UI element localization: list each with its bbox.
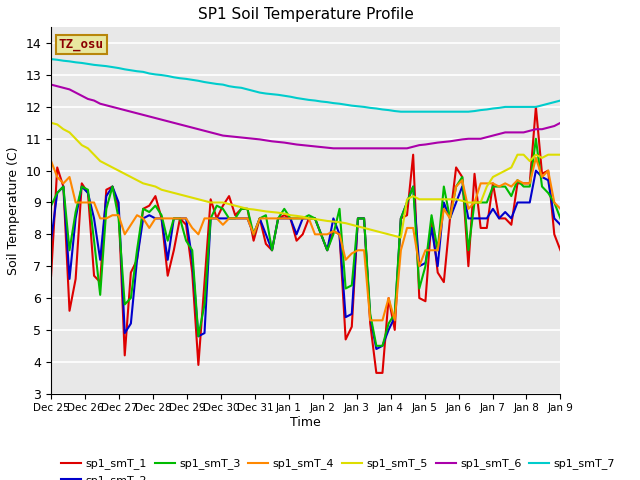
sp1_smT_3 [47, 203, 55, 208]
sp1_smT_7 [275, 92, 282, 98]
Legend: sp1_smT_1, sp1_smT_2, sp1_smT_3, sp1_smT_4, sp1_smT_5, sp1_smT_6, sp1_smT_7: sp1_smT_1, sp1_smT_2, sp1_smT_3, sp1_smT… [57, 454, 620, 480]
sp1_smT_3 [53, 190, 61, 196]
sp1_smT_3 [532, 136, 540, 142]
sp1_smT_5 [299, 214, 307, 220]
Line: sp1_smT_1: sp1_smT_1 [51, 107, 561, 373]
Line: sp1_smT_4: sp1_smT_4 [51, 158, 561, 320]
sp1_smT_1 [372, 370, 380, 376]
sp1_smT_5 [465, 200, 472, 205]
sp1_smT_1 [53, 165, 61, 170]
sp1_smT_2 [47, 238, 55, 243]
sp1_smT_4 [366, 317, 374, 323]
sp1_smT_7 [299, 96, 307, 102]
sp1_smT_6 [275, 139, 282, 145]
Line: sp1_smT_5: sp1_smT_5 [51, 123, 561, 238]
sp1_smT_7 [440, 109, 447, 115]
sp1_smT_2 [557, 222, 564, 228]
Line: sp1_smT_7: sp1_smT_7 [51, 59, 561, 112]
sp1_smT_6 [465, 136, 472, 142]
sp1_smT_1 [440, 279, 447, 285]
sp1_smT_7 [397, 109, 404, 115]
sp1_smT_7 [557, 97, 564, 103]
sp1_smT_2 [372, 346, 380, 352]
sp1_smT_4 [299, 216, 307, 221]
sp1_smT_5 [53, 121, 61, 127]
sp1_smT_1 [299, 231, 307, 237]
Line: sp1_smT_2: sp1_smT_2 [51, 170, 561, 349]
sp1_smT_4 [532, 155, 540, 161]
sp1_smT_4 [440, 206, 447, 212]
sp1_smT_7 [53, 57, 61, 63]
sp1_smT_6 [299, 142, 307, 148]
sp1_smT_1 [557, 247, 564, 253]
sp1_smT_4 [47, 158, 55, 164]
sp1_smT_3 [275, 216, 282, 221]
sp1_smT_4 [465, 206, 472, 212]
sp1_smT_6 [47, 82, 55, 87]
sp1_smT_6 [440, 139, 447, 145]
sp1_smT_2 [53, 190, 61, 196]
sp1_smT_1 [47, 273, 55, 278]
sp1_smT_2 [275, 216, 282, 221]
sp1_smT_4 [557, 206, 564, 212]
sp1_smT_5 [440, 196, 447, 202]
sp1_smT_2 [532, 168, 540, 173]
sp1_smT_2 [465, 216, 472, 221]
sp1_smT_5 [397, 235, 404, 240]
sp1_smT_5 [47, 120, 55, 126]
sp1_smT_2 [78, 184, 86, 190]
Text: TZ_osu: TZ_osu [59, 38, 104, 51]
sp1_smT_1 [275, 216, 282, 221]
sp1_smT_5 [275, 210, 282, 216]
sp1_smT_6 [330, 145, 337, 151]
sp1_smT_3 [299, 216, 307, 221]
X-axis label: Time: Time [291, 416, 321, 429]
sp1_smT_1 [78, 180, 86, 186]
sp1_smT_4 [275, 216, 282, 221]
sp1_smT_6 [557, 120, 564, 126]
sp1_smT_1 [465, 264, 472, 269]
sp1_smT_3 [557, 216, 564, 221]
sp1_smT_4 [53, 174, 61, 180]
sp1_smT_3 [372, 343, 380, 348]
Line: sp1_smT_3: sp1_smT_3 [51, 139, 561, 346]
sp1_smT_4 [78, 200, 86, 205]
sp1_smT_6 [53, 84, 61, 89]
sp1_smT_1 [532, 104, 540, 110]
Y-axis label: Soil Temperature (C): Soil Temperature (C) [7, 146, 20, 275]
sp1_smT_2 [440, 200, 447, 205]
sp1_smT_3 [78, 184, 86, 190]
sp1_smT_3 [465, 247, 472, 253]
sp1_smT_7 [465, 109, 472, 115]
Title: SP1 Soil Temperature Profile: SP1 Soil Temperature Profile [198, 7, 413, 22]
sp1_smT_7 [78, 60, 86, 66]
sp1_smT_6 [78, 93, 86, 99]
sp1_smT_2 [299, 216, 307, 221]
sp1_smT_7 [47, 56, 55, 62]
Line: sp1_smT_6: sp1_smT_6 [51, 84, 561, 148]
sp1_smT_3 [440, 184, 447, 190]
sp1_smT_5 [78, 142, 86, 148]
sp1_smT_5 [557, 152, 564, 157]
